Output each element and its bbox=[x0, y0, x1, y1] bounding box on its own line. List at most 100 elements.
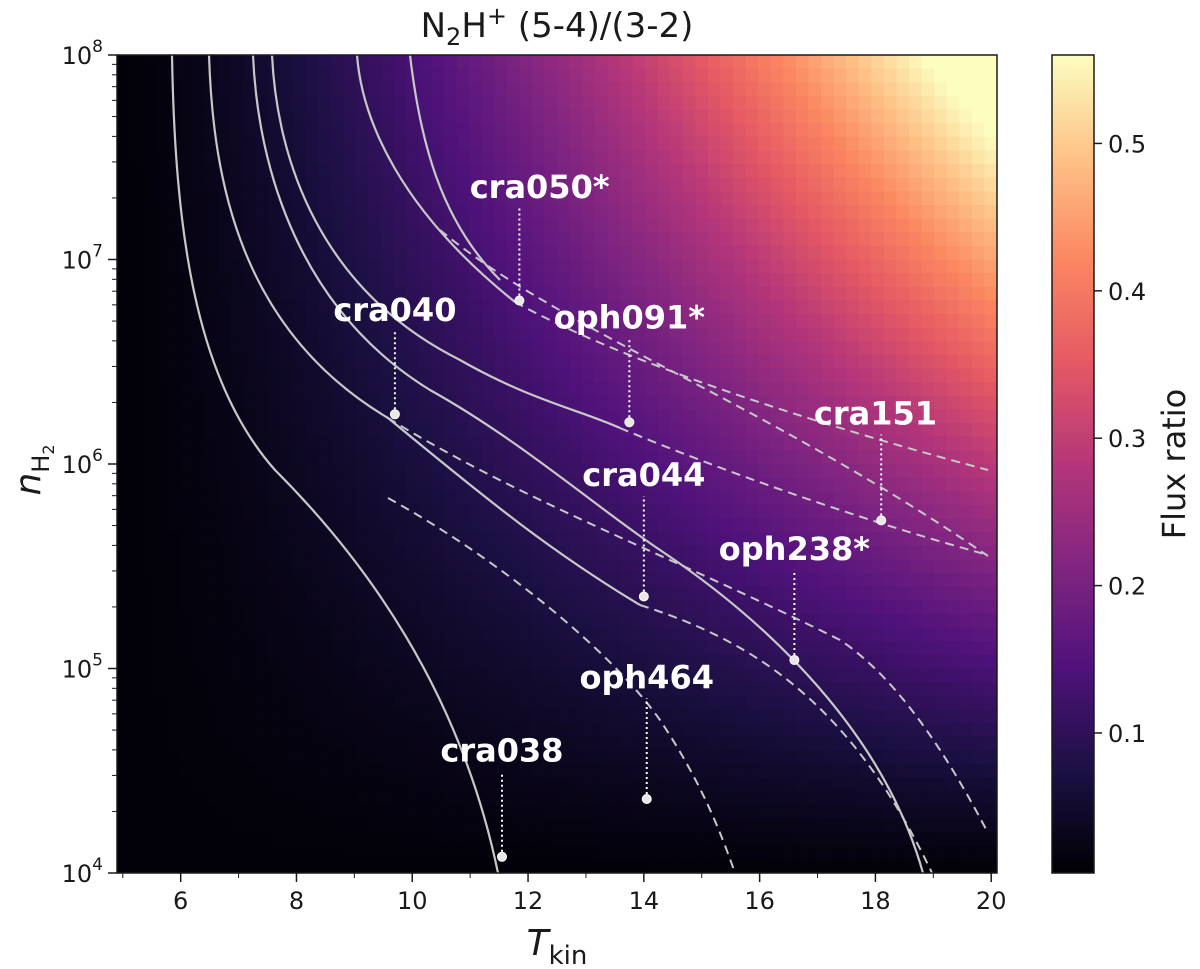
heatmap-cell bbox=[934, 395, 948, 411]
heatmap-cell bbox=[255, 763, 269, 779]
heatmap-cell bbox=[795, 123, 810, 138]
heatmap-cell bbox=[381, 573, 395, 588]
heatmap-cell bbox=[431, 259, 445, 274]
heatmap-cell bbox=[921, 600, 935, 615]
heatmap-cell bbox=[469, 491, 483, 506]
heatmap-cell bbox=[117, 191, 131, 206]
heatmap-cell bbox=[544, 123, 558, 138]
heatmap-cell bbox=[569, 164, 583, 179]
heatmap-cell bbox=[142, 736, 156, 751]
heatmap-cell bbox=[896, 191, 910, 206]
heatmap-cell bbox=[355, 845, 370, 860]
heatmap-cell bbox=[179, 477, 194, 492]
heatmap-cell bbox=[846, 177, 860, 192]
heatmap-cell bbox=[117, 150, 131, 165]
heatmap-cell bbox=[142, 341, 156, 356]
heatmap-cell bbox=[293, 545, 307, 561]
heatmap-cell bbox=[883, 654, 898, 670]
heatmap-cell bbox=[117, 723, 131, 738]
heatmap-cell bbox=[871, 845, 885, 860]
contour-line-solid bbox=[355, 55, 516, 303]
heatmap-cell bbox=[280, 82, 294, 97]
heatmap-cell bbox=[707, 695, 722, 710]
heatmap-cell bbox=[519, 55, 533, 70]
heatmap-cell bbox=[117, 532, 131, 547]
heatmap-cell bbox=[117, 218, 131, 233]
heatmap-cell bbox=[519, 423, 533, 438]
heatmap-cell bbox=[305, 491, 319, 506]
heatmap-cell bbox=[833, 477, 847, 492]
heatmap-cell bbox=[733, 68, 747, 83]
heatmap-cell bbox=[242, 845, 256, 860]
heatmap-cell bbox=[883, 777, 898, 792]
heatmap-cell bbox=[531, 314, 546, 329]
source-marker bbox=[876, 515, 887, 526]
heatmap-cell bbox=[921, 191, 935, 206]
heatmap-cell bbox=[368, 641, 382, 656]
heatmap-cell bbox=[795, 395, 810, 411]
heatmap-cell bbox=[154, 436, 168, 451]
heatmap-cell bbox=[619, 668, 634, 683]
heatmap-cell bbox=[381, 95, 395, 111]
heatmap-cell bbox=[909, 177, 923, 192]
source-annotations: cra050*cra040 oph091*cra151cra044oph238*o… bbox=[333, 168, 937, 862]
heatmap-cell bbox=[770, 804, 784, 820]
heatmap-cell bbox=[607, 832, 621, 847]
heatmap-cell bbox=[431, 668, 445, 683]
heatmap-cell bbox=[469, 395, 483, 411]
heatmap-cell bbox=[469, 423, 483, 438]
heatmap-cell bbox=[808, 354, 822, 370]
heatmap-cell bbox=[179, 68, 194, 83]
heatmap-cell bbox=[129, 368, 143, 383]
heatmap-cell bbox=[267, 136, 282, 152]
heatmap-cell bbox=[267, 327, 282, 342]
heatmap-cell bbox=[381, 273, 395, 288]
heatmap-cell bbox=[758, 682, 772, 697]
heatmap-cell bbox=[431, 545, 445, 561]
heatmap-cell bbox=[217, 613, 231, 629]
heatmap-cell bbox=[670, 259, 684, 274]
heatmap-cell bbox=[393, 859, 407, 873]
heatmap-cell bbox=[657, 395, 671, 411]
heatmap-cell bbox=[280, 845, 294, 860]
heatmap-cell bbox=[670, 668, 684, 683]
heatmap-cell bbox=[821, 382, 835, 397]
heatmap-cell bbox=[393, 695, 407, 710]
heatmap-cell bbox=[318, 791, 332, 806]
heatmap-cell bbox=[305, 804, 319, 820]
heatmap-cell bbox=[418, 177, 432, 192]
heatmap-cell bbox=[280, 668, 294, 683]
heatmap-cell bbox=[770, 177, 784, 192]
heatmap-cell bbox=[946, 109, 960, 124]
heatmap-cell bbox=[406, 150, 420, 165]
heatmap-cell bbox=[318, 477, 332, 492]
heatmap-cell bbox=[531, 123, 546, 138]
heatmap-cell bbox=[255, 55, 269, 70]
heatmap-cell bbox=[871, 82, 885, 97]
heatmap-cell bbox=[129, 545, 143, 561]
heatmap-cell bbox=[255, 464, 269, 479]
heatmap-cell bbox=[909, 723, 923, 738]
heatmap-cell bbox=[217, 150, 231, 165]
heatmap-cell bbox=[582, 532, 596, 547]
heatmap-cell bbox=[242, 518, 256, 533]
heatmap-cell bbox=[456, 368, 470, 383]
heatmap-cell bbox=[594, 273, 608, 288]
heatmap-cell bbox=[846, 627, 860, 642]
heatmap-cell bbox=[682, 504, 696, 520]
heatmap-cell bbox=[959, 245, 973, 261]
heatmap-cell bbox=[431, 723, 445, 738]
heatmap-cell bbox=[431, 436, 445, 451]
heatmap-cell bbox=[343, 55, 357, 70]
heatmap-cell bbox=[129, 736, 143, 751]
heatmap-cell bbox=[469, 218, 483, 233]
heatmap-cell bbox=[355, 518, 370, 533]
heatmap-cell bbox=[758, 518, 772, 533]
heatmap-cell bbox=[305, 654, 319, 670]
heatmap-cell bbox=[896, 627, 910, 642]
heatmap-cell bbox=[469, 436, 483, 451]
heatmap-cell bbox=[758, 314, 772, 329]
heatmap-cell bbox=[557, 859, 571, 873]
heatmap-cell bbox=[657, 477, 671, 492]
heatmap-cell bbox=[934, 177, 948, 192]
